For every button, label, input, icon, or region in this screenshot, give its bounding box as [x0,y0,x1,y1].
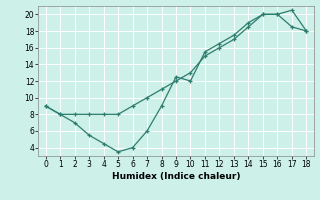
X-axis label: Humidex (Indice chaleur): Humidex (Indice chaleur) [112,172,240,181]
